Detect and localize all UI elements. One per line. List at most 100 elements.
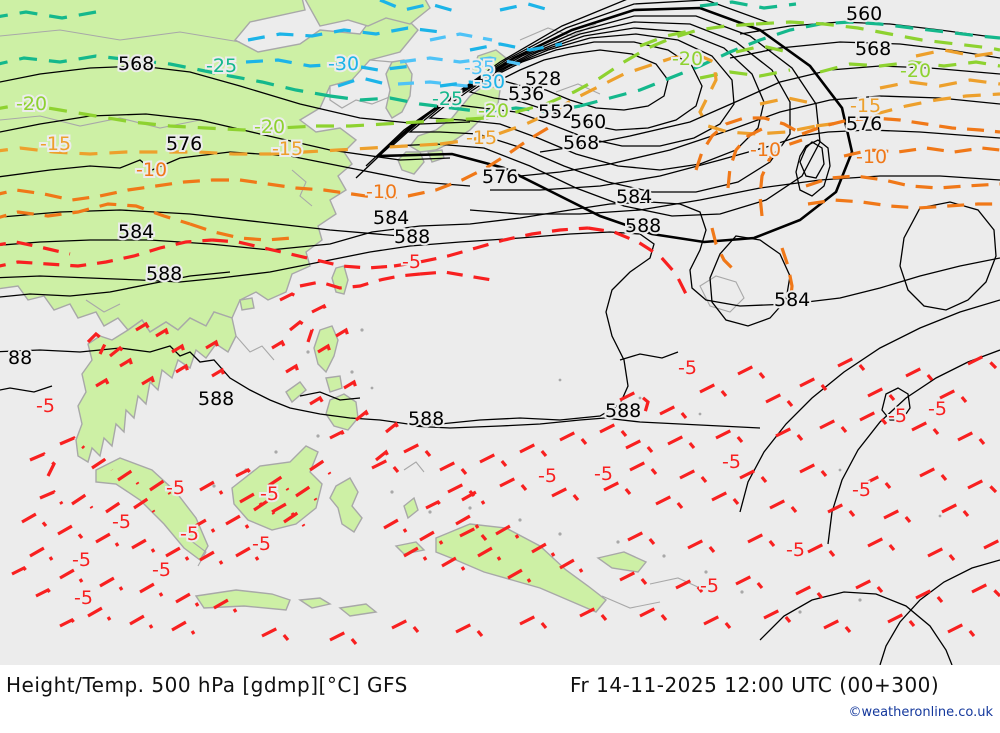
svg-text:-5: -5 <box>594 463 613 485</box>
svg-text:-5: -5 <box>166 477 185 499</box>
isotherm-label: -5-5 <box>110 509 133 535</box>
svg-text:-15: -15 <box>40 133 71 155</box>
svg-text:-15: -15 <box>272 138 303 160</box>
svg-text:-20: -20 <box>478 100 509 122</box>
svg-text:584: 584 <box>774 289 810 311</box>
svg-text:-5: -5 <box>786 539 805 561</box>
svg-text:-10: -10 <box>136 159 167 181</box>
svg-text:588: 588 <box>408 408 444 430</box>
svg-text:552: 552 <box>538 101 574 123</box>
svg-text:-5: -5 <box>36 395 55 417</box>
svg-text:-5: -5 <box>72 549 91 571</box>
svg-text:-10: -10 <box>856 146 887 168</box>
contour-560-east <box>739 21 1000 39</box>
svg-text:-5: -5 <box>888 405 907 427</box>
land-korea <box>385 59 413 119</box>
isotherm-label: -5-5 <box>850 477 873 503</box>
svg-text:-5: -5 <box>700 575 719 597</box>
svg-text:-15: -15 <box>40 133 71 155</box>
land-manchuria <box>304 0 431 27</box>
map-canvas[interactable]: 568 568 576 576 584 584 588 588 88 88 588 588 528 528… <box>0 0 1000 665</box>
svg-text:-30: -30 <box>328 53 359 75</box>
svg-text:-5: -5 <box>852 479 871 501</box>
isotherm-label: -5-5 <box>926 396 949 422</box>
isotherm-label: -30-30 <box>472 69 507 95</box>
isotherm-label: -5-5 <box>150 557 173 583</box>
isotherm--30-layer <box>245 0 563 90</box>
svg-text:576: 576 <box>166 133 202 155</box>
isotherm-label: -5-5 <box>72 585 95 611</box>
isotherm-label: -10-10 <box>854 144 889 170</box>
svg-text:-20: -20 <box>672 48 703 70</box>
svg-text:560: 560 <box>846 3 882 25</box>
contour-lower-right-b <box>827 349 1000 545</box>
svg-text:568: 568 <box>118 53 154 75</box>
height-contour-layer <box>0 0 1000 665</box>
svg-text:-5: -5 <box>112 511 131 533</box>
svg-text:-5: -5 <box>888 405 907 427</box>
svg-text:588: 588 <box>408 408 444 430</box>
contour-588-loop2 <box>799 141 825 179</box>
svg-text:-5: -5 <box>166 477 185 499</box>
isotherm-label: -5-5 <box>676 355 699 381</box>
isotherm--25-seg-topright <box>699 0 797 10</box>
contour-556 <box>365 0 773 167</box>
footer-title-label: Height/Temp. 500 hPa [gdmp][°C] GFS <box>6 673 408 697</box>
svg-text:-5: -5 <box>180 523 199 545</box>
svg-text:584: 584 <box>373 207 409 229</box>
height-label-group: 5685685765765845845885888888588588528528… <box>6 1 893 432</box>
svg-text:-30: -30 <box>474 71 505 93</box>
svg-text:-20: -20 <box>900 60 931 82</box>
isotherm-label: -5-5 <box>886 403 909 429</box>
land-new-guinea <box>435 523 608 613</box>
svg-text:584: 584 <box>774 289 810 311</box>
svg-text:-5: -5 <box>74 587 93 609</box>
contour-584-west <box>0 201 1000 307</box>
svg-text:528: 528 <box>525 68 561 90</box>
svg-text:-20: -20 <box>16 93 47 115</box>
isotherm-label: -10-10 <box>134 157 169 183</box>
svg-text:-5: -5 <box>928 398 947 420</box>
svg-text:568: 568 <box>855 38 891 60</box>
contour-544 <box>408 21 791 193</box>
svg-text:-5: -5 <box>402 251 421 273</box>
contour-588-loop <box>881 387 911 421</box>
svg-text:-5: -5 <box>722 451 741 473</box>
land-halmahera <box>403 496 419 520</box>
svg-text:-5: -5 <box>700 575 719 597</box>
svg-text:568: 568 <box>563 132 599 154</box>
land-hainan <box>239 297 255 311</box>
contour-576-west <box>0 151 471 187</box>
svg-text:584: 584 <box>373 207 409 229</box>
contour-540 <box>428 27 765 171</box>
isotherm--20-layer <box>0 20 1000 132</box>
svg-text:-15: -15 <box>466 127 497 149</box>
contour-cell-a <box>795 139 831 197</box>
contour-cell-b <box>899 201 997 311</box>
svg-text:560: 560 <box>846 3 882 25</box>
map-svg: 5685685765765845845885888888588588528528… <box>0 0 1000 665</box>
islet-layer <box>212 328 942 614</box>
svg-text:-10: -10 <box>136 159 167 181</box>
isotherm-label: -5-5 <box>70 547 93 573</box>
svg-text:-5: -5 <box>152 559 171 581</box>
svg-text:560: 560 <box>570 111 606 133</box>
svg-text:-5: -5 <box>74 587 93 609</box>
svg-text:-15: -15 <box>850 95 881 117</box>
svg-text:576: 576 <box>846 113 882 135</box>
land-timor <box>338 603 378 617</box>
isotherm-label: -20-20 <box>898 58 933 84</box>
isotherm-label: -5-5 <box>400 249 423 275</box>
svg-text:-35: -35 <box>464 57 495 79</box>
isotherm-label: -5-5 <box>698 573 721 599</box>
